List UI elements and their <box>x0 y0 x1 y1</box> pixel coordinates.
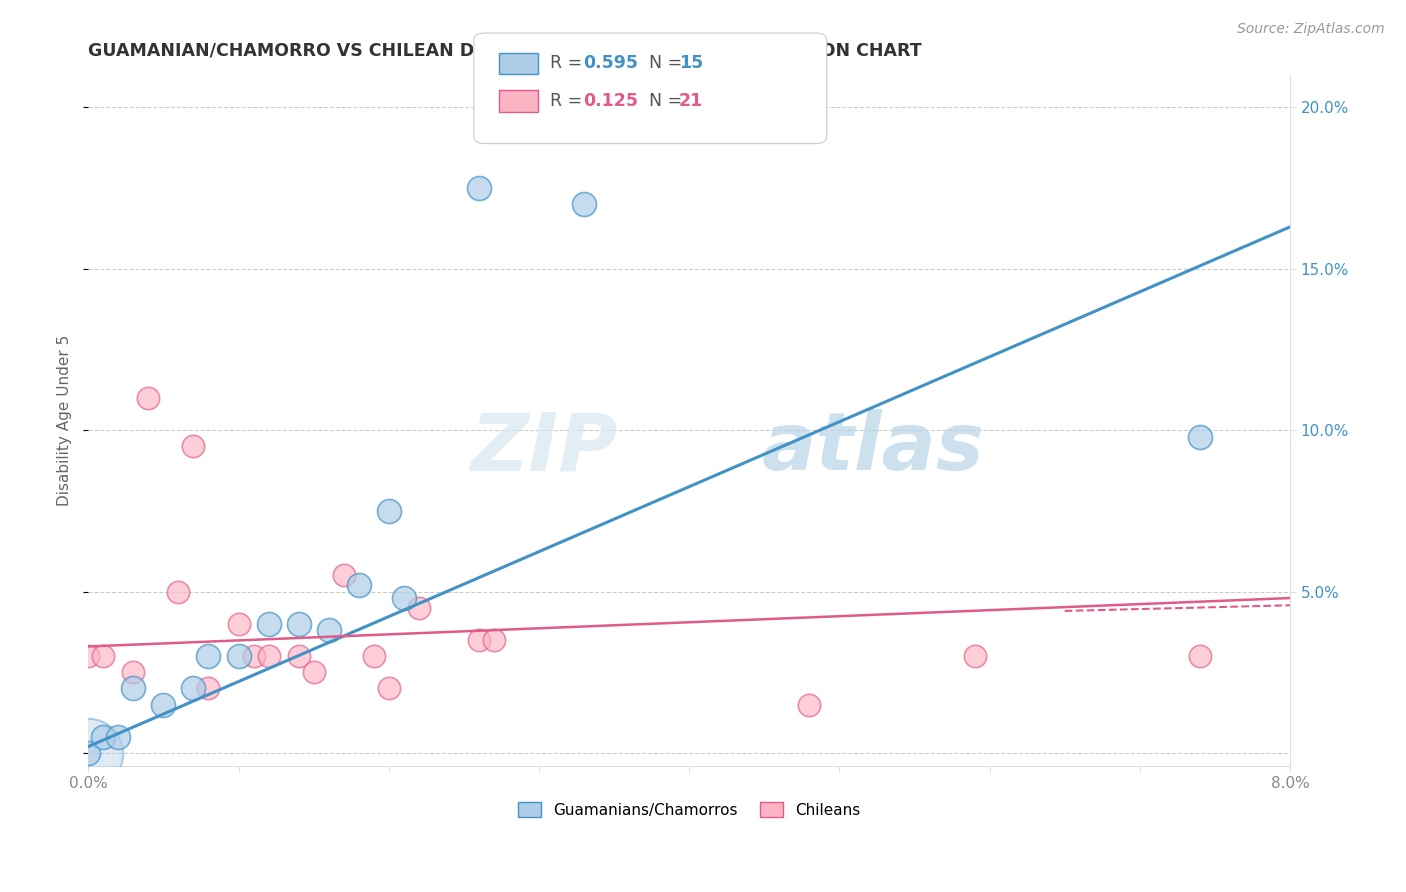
Point <box>91 649 114 664</box>
Point <box>1188 649 1211 664</box>
Text: Source: ZipAtlas.com: Source: ZipAtlas.com <box>1237 22 1385 37</box>
Point <box>408 600 430 615</box>
Point <box>183 681 205 696</box>
Point <box>377 681 399 696</box>
Point <box>572 197 595 211</box>
Point <box>287 616 309 631</box>
Point <box>363 649 385 664</box>
Text: 21: 21 <box>679 92 703 110</box>
Point <box>77 649 100 664</box>
Text: R =: R = <box>550 54 588 72</box>
Point <box>138 391 160 405</box>
Point <box>167 584 190 599</box>
Y-axis label: Disability Age Under 5: Disability Age Under 5 <box>58 334 72 506</box>
Point <box>963 649 986 664</box>
Point <box>257 616 280 631</box>
Point <box>107 730 129 744</box>
Point <box>77 746 100 760</box>
Point <box>77 746 100 760</box>
Point <box>152 698 174 712</box>
Point <box>799 698 821 712</box>
Point <box>228 649 250 664</box>
Point <box>318 624 340 638</box>
Legend: Guamanians/Chamorros, Chileans: Guamanians/Chamorros, Chileans <box>512 796 866 824</box>
Text: 0.125: 0.125 <box>583 92 638 110</box>
Point <box>122 665 145 680</box>
Point <box>228 616 250 631</box>
Point <box>91 730 114 744</box>
Text: atlas: atlas <box>761 409 984 487</box>
Point <box>468 632 491 647</box>
Text: 15: 15 <box>679 54 703 72</box>
Point <box>482 632 505 647</box>
Point <box>287 649 309 664</box>
Point <box>332 568 354 582</box>
Point <box>302 665 325 680</box>
Point <box>468 181 491 195</box>
Point <box>197 649 219 664</box>
Text: ZIP: ZIP <box>470 409 617 487</box>
Text: 0.595: 0.595 <box>583 54 638 72</box>
Text: N =: N = <box>638 92 688 110</box>
Text: R =: R = <box>550 92 588 110</box>
Point <box>183 439 205 453</box>
Point <box>347 578 370 592</box>
Point <box>377 504 399 518</box>
Point <box>1188 430 1211 444</box>
Point <box>257 649 280 664</box>
Point <box>122 681 145 696</box>
Point <box>197 681 219 696</box>
Text: N =: N = <box>638 54 688 72</box>
Point <box>392 591 415 605</box>
Text: GUAMANIAN/CHAMORRO VS CHILEAN DISABILITY AGE UNDER 5 CORRELATION CHART: GUAMANIAN/CHAMORRO VS CHILEAN DISABILITY… <box>89 42 922 60</box>
Point <box>242 649 264 664</box>
